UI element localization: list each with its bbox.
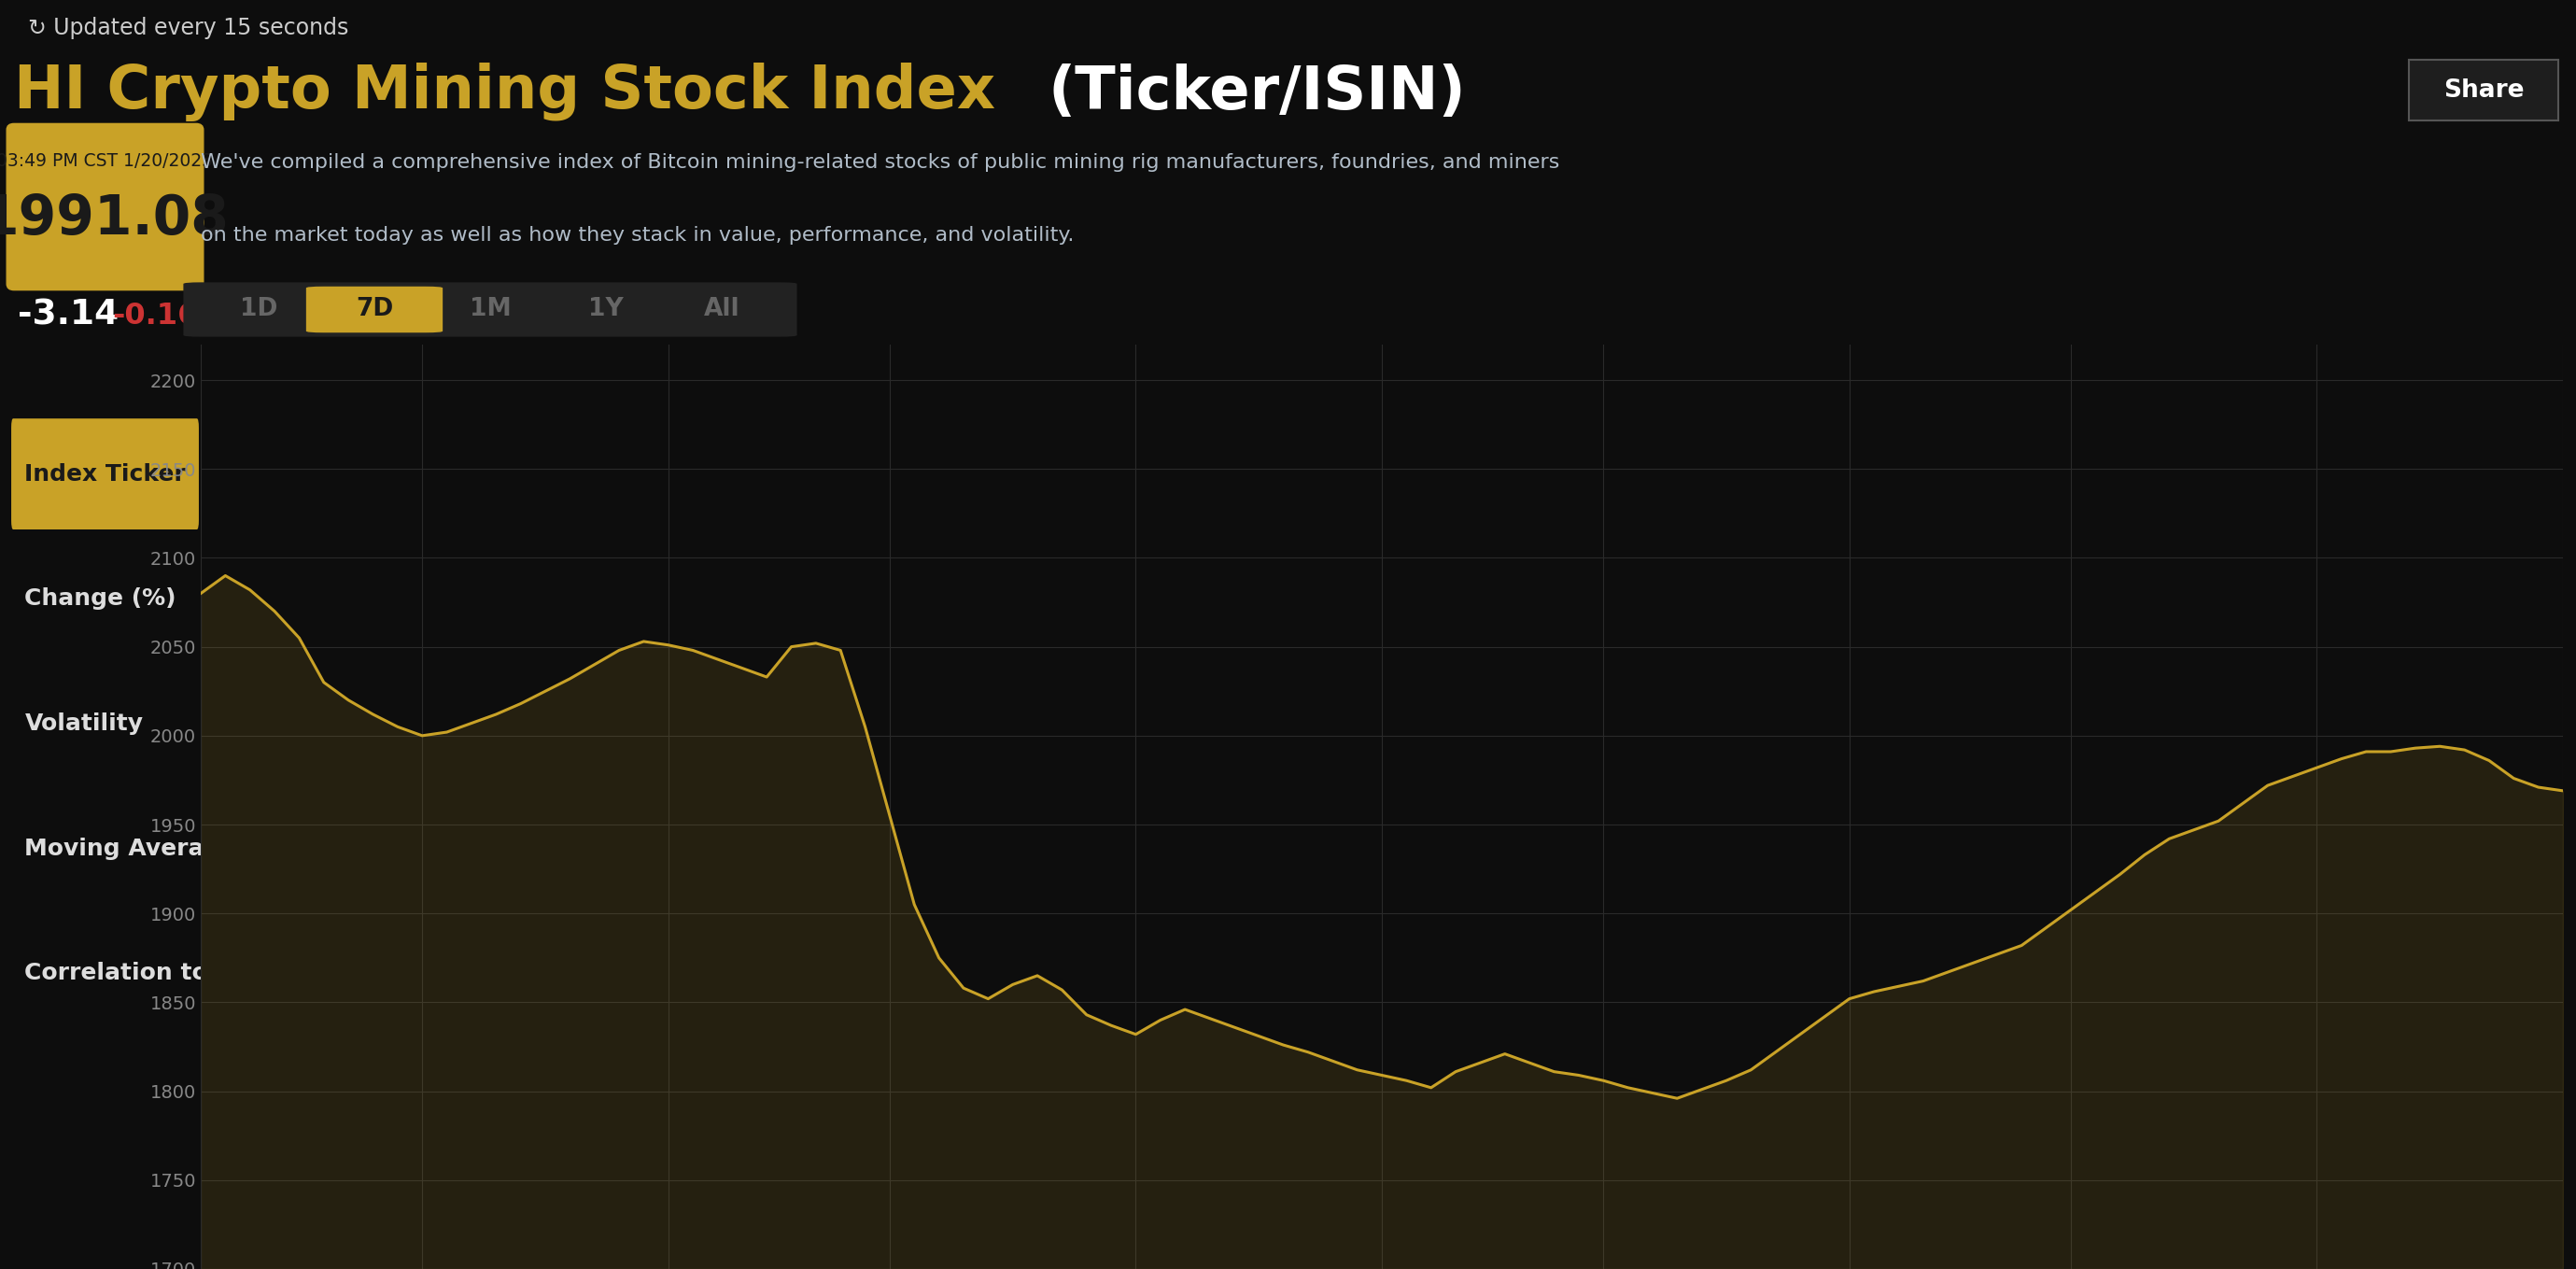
- Text: -3.14: -3.14: [18, 298, 118, 332]
- Text: Moving Average: Moving Average: [26, 838, 237, 859]
- Text: ↻ Updated every 15 seconds: ↻ Updated every 15 seconds: [28, 16, 348, 39]
- Text: 1Y: 1Y: [587, 297, 623, 321]
- Text: HI Crypto Mining Stock Index: HI Crypto Mining Stock Index: [13, 63, 1015, 122]
- Text: on the market today as well as how they stack in value, performance, and volatil: on the market today as well as how they …: [201, 226, 1074, 245]
- Text: 03:49 PM CST 1/20/2023: 03:49 PM CST 1/20/2023: [0, 152, 214, 170]
- Text: -0.16%↓: -0.16%↓: [113, 301, 255, 330]
- Text: All: All: [703, 297, 739, 321]
- FancyBboxPatch shape: [8, 123, 204, 291]
- Text: 1M: 1M: [469, 297, 510, 321]
- Text: We've compiled a comprehensive index of Bitcoin mining-related stocks of public : We've compiled a comprehensive index of …: [201, 154, 1558, 171]
- Text: Share: Share: [2442, 77, 2524, 103]
- Text: (Ticker/ISIN): (Ticker/ISIN): [1048, 63, 1466, 122]
- Text: Volatility: Volatility: [26, 712, 144, 735]
- Text: 7D: 7D: [355, 297, 394, 321]
- FancyBboxPatch shape: [10, 419, 198, 529]
- Text: Index Ticker: Index Ticker: [26, 463, 185, 485]
- Text: 1D: 1D: [240, 297, 278, 321]
- Text: 1991.08: 1991.08: [0, 193, 229, 246]
- Text: Change (%): Change (%): [26, 588, 175, 610]
- FancyBboxPatch shape: [183, 282, 796, 336]
- FancyBboxPatch shape: [307, 287, 443, 332]
- Text: Correlation to BTC: Correlation to BTC: [26, 962, 268, 985]
